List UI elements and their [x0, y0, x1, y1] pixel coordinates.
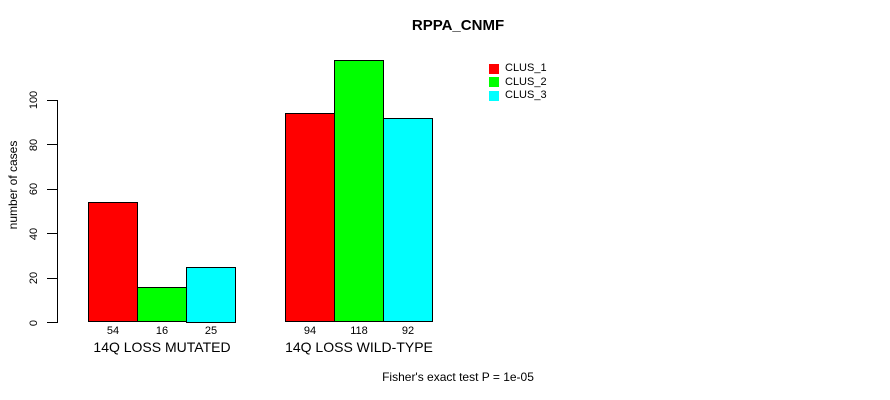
legend-item-clus_2: CLUS_2	[489, 76, 547, 90]
y-axis-tick	[47, 144, 57, 145]
legend: CLUS_1 CLUS_2 CLUS_3	[489, 62, 547, 103]
y-axis-tick-label: 0	[28, 319, 40, 326]
legend-item-clus_3: CLUS_3	[489, 89, 547, 103]
bar-value-label: 25	[204, 324, 218, 337]
y-axis-tick-label: 60	[28, 182, 40, 196]
y-axis-tick	[47, 233, 57, 234]
y-axis-tick	[47, 277, 57, 279]
y-axis-tick-label: 100	[28, 90, 40, 110]
bar-clus_1-group1	[88, 202, 138, 323]
bar-clus_3-group1	[186, 266, 236, 323]
legend-item-clus_1: CLUS_1	[489, 62, 547, 76]
category-label: 14Q LOSS MUTATED	[93, 339, 231, 355]
y-axis-tick	[47, 322, 57, 323]
bar-clus_2-group2	[334, 59, 384, 323]
y-axis-tick-label: 80	[28, 138, 40, 151]
y-axis-tick-label: 40	[28, 227, 40, 240]
chart-title: RPPA_CNMF	[411, 17, 505, 34]
category-label: 14Q LOSS WILD-TYPE	[285, 339, 433, 355]
bar-clus_1-group2	[285, 113, 335, 323]
bar-value-label: 118	[350, 324, 368, 337]
legend-label: CLUS_2	[505, 75, 547, 88]
footer-annotation: Fisher's exact test P = 1e-05	[382, 370, 534, 384]
y-axis-tick	[47, 99, 57, 101]
legend-swatch-icon	[489, 63, 499, 74]
legend-label: CLUS_1	[505, 62, 547, 75]
legend-swatch-icon	[489, 90, 499, 101]
bar-value-label: 92	[401, 324, 415, 337]
bar-value-label: 54	[106, 324, 120, 337]
bar-clus_2-group1	[137, 286, 187, 323]
bar-clus_3-group2	[383, 117, 433, 323]
bar-value-label: 16	[155, 324, 169, 337]
legend-label: CLUS_3	[505, 89, 547, 102]
bar-value-label: 94	[303, 324, 317, 337]
y-axis-tick	[47, 188, 57, 190]
y-axis-tick-label: 20	[28, 271, 40, 285]
y-axis-line	[57, 100, 58, 323]
legend-swatch-icon	[489, 77, 499, 88]
